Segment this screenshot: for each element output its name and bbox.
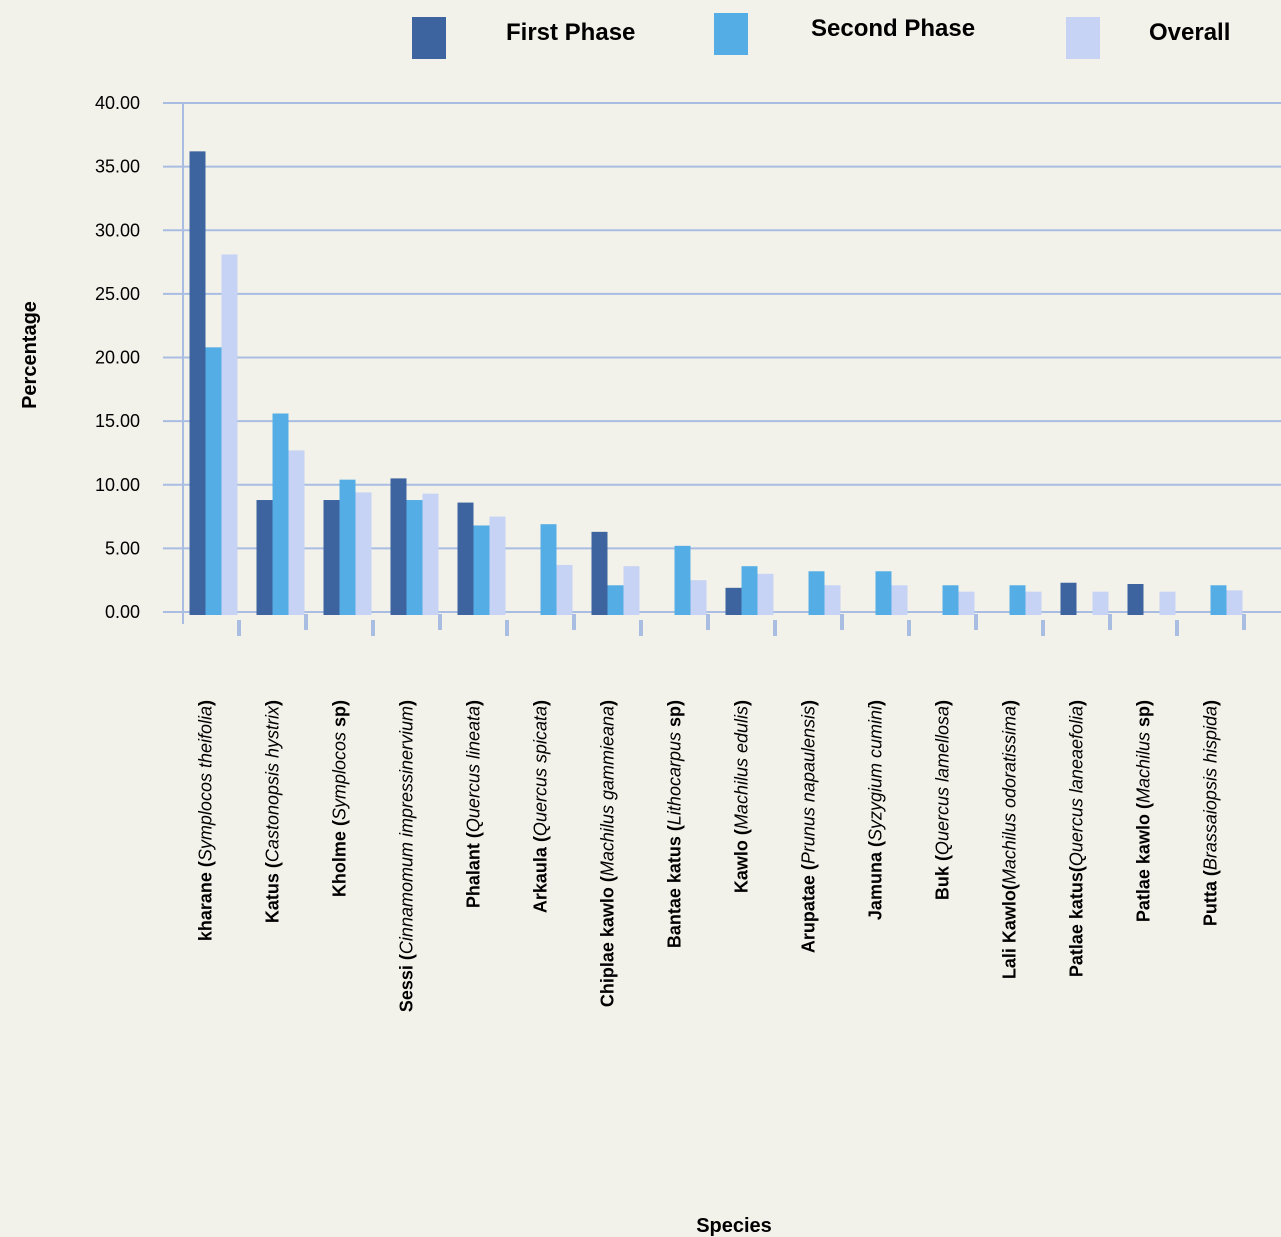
x-tick <box>907 620 911 636</box>
x-tick <box>1108 614 1112 630</box>
x-category-label: Arupatae (Prunus napaulensis) <box>799 700 819 953</box>
x-category-label: Kholme (Symplocos sp) <box>330 700 350 897</box>
bar-second-phase <box>406 500 423 615</box>
legend-swatch <box>412 17 446 59</box>
x-category-label: Putta (Brassaiopsis hispida) <box>1201 700 1221 926</box>
bar-first-phase <box>725 587 742 615</box>
y-tick-label: 25.00 <box>95 284 140 304</box>
bar-first-phase <box>1060 582 1077 615</box>
x-tick <box>974 614 978 630</box>
bar-second-phase <box>272 413 289 615</box>
y-tick-label: 5.00 <box>105 538 140 558</box>
x-category-label: Jamuna (Syzygium cumini) <box>866 700 886 920</box>
bar-overall <box>690 580 707 615</box>
bar-second-phase <box>205 347 222 615</box>
bar-second-phase <box>875 571 892 615</box>
bar-first-phase <box>457 502 474 615</box>
x-tick <box>706 614 710 630</box>
bar-second-phase <box>339 479 356 615</box>
bar-second-phase <box>540 524 557 615</box>
bar-first-phase <box>390 478 407 615</box>
bar-overall <box>757 573 774 615</box>
bar-overall <box>1092 591 1109 615</box>
y-axis-title: Percentage <box>19 301 41 409</box>
bar-overall <box>288 450 305 615</box>
y-tick-label: 20.00 <box>95 348 140 368</box>
x-category-label: Katus (Castonopsis hystrix) <box>263 700 283 923</box>
y-tick-label: 40.00 <box>95 93 140 113</box>
bar-overall <box>1025 591 1042 615</box>
x-tick <box>840 614 844 630</box>
bar-second-phase <box>674 545 691 615</box>
x-category-label: Lali Kawlo(Machilus odoratissima) <box>1000 700 1020 979</box>
x-tick <box>371 620 375 636</box>
bar-second-phase <box>1009 585 1026 615</box>
bars <box>189 151 1243 616</box>
y-tick-label: 15.00 <box>95 411 140 431</box>
x-category-label: Buk (Quercus lamellosa) <box>933 700 953 900</box>
bar-second-phase <box>473 525 490 615</box>
y-tick-label: 10.00 <box>95 475 140 495</box>
x-axis-ticks <box>237 614 1246 636</box>
bar-first-phase <box>323 500 340 615</box>
bar-second-phase <box>607 585 624 615</box>
bar-first-phase <box>256 500 273 615</box>
bar-first-phase <box>189 151 206 616</box>
bar-overall <box>355 492 372 615</box>
x-category-label: Patlae katus(Quercus laneaefolia) <box>1067 700 1087 977</box>
y-tick-label: 0.00 <box>105 602 140 622</box>
bar-overall <box>1159 591 1176 615</box>
x-tick <box>505 620 509 636</box>
x-category-label: Kawlo (Machilus edulis) <box>732 700 752 893</box>
legend-swatch <box>1066 17 1100 59</box>
legend-label: Second Phase <box>811 15 975 42</box>
bar-first-phase <box>1127 584 1144 615</box>
legend-label: Overall <box>1149 19 1230 46</box>
bar-first-phase <box>591 531 608 615</box>
bar-second-phase <box>808 571 825 615</box>
bar-overall <box>489 516 506 615</box>
x-tick <box>1175 620 1179 636</box>
bar-second-phase <box>942 585 959 615</box>
x-tick <box>639 620 643 636</box>
bar-overall <box>958 591 975 615</box>
x-category-label: Sessi (Cinnamomum impressinervium) <box>397 700 417 1012</box>
x-tick <box>1242 614 1246 630</box>
bar-overall <box>221 254 238 616</box>
bar-overall <box>1226 590 1243 615</box>
bar-overall <box>623 566 640 615</box>
x-tick <box>1041 620 1045 636</box>
x-category-label: Phalant (Quercus lineata) <box>464 700 484 908</box>
legend-swatch <box>714 13 748 55</box>
x-category-label: kharane (Symplocos theifolia) <box>196 700 216 941</box>
y-tick-label: 35.00 <box>95 157 140 177</box>
bar-overall <box>891 585 908 615</box>
x-category-label: Chiplae kawlo (Machilus gammieana) <box>598 700 618 1007</box>
x-tick <box>773 620 777 636</box>
x-category-label: Bantae katus (Lithocarpus sp) <box>665 700 685 948</box>
bar-second-phase <box>1210 585 1227 615</box>
x-tick <box>572 614 576 630</box>
x-axis-title: Species <box>696 1215 772 1237</box>
y-tick-label: 30.00 <box>95 220 140 240</box>
x-tick <box>304 614 308 630</box>
x-tick <box>237 620 241 636</box>
x-category-label: Patlae kawlo (Machilus sp) <box>1134 700 1154 922</box>
bar-overall <box>824 585 841 615</box>
x-tick <box>438 614 442 630</box>
bar-overall <box>556 564 573 615</box>
x-axis-category-labels: kharane (Symplocos theifolia) Katus (Cast… <box>196 700 1221 1012</box>
bar-overall <box>422 493 439 615</box>
legend: First Phase Second Phase Overall <box>412 13 1230 59</box>
bar-second-phase <box>741 566 758 615</box>
x-category-label: Arkaula (Quercus spicata) <box>531 700 551 913</box>
legend-label: First Phase <box>506 19 635 46</box>
y-axis-ticks: 0.00 5.00 10.00 15.00 20.00 25.00 30.00 35.00 40… <box>95 93 140 622</box>
